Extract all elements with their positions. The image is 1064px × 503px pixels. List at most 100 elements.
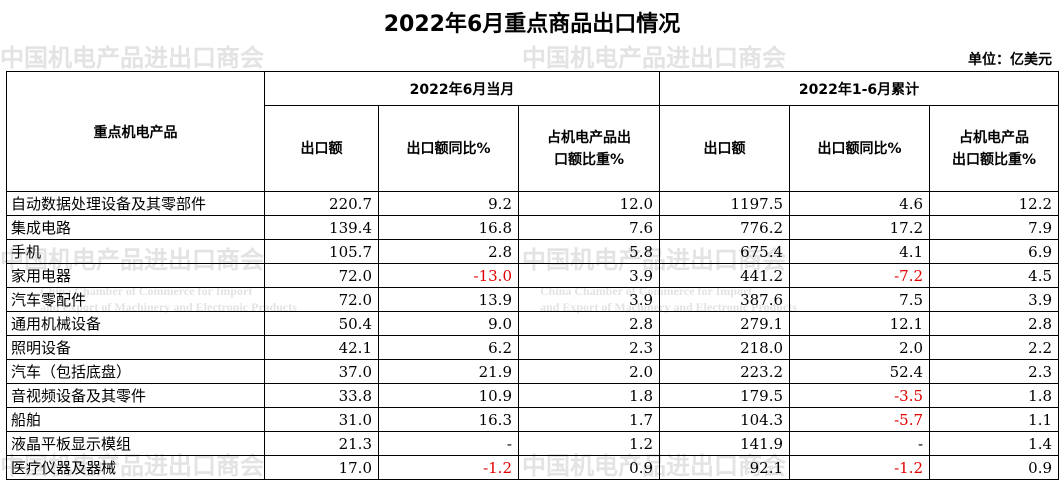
month-yoy: -13.0 [378, 263, 519, 288]
month-share: 3.9 [517, 263, 661, 288]
month-export: 72.0 [264, 263, 379, 288]
month-share: 7.6 [517, 215, 661, 240]
month-yoy: 9.0 [378, 311, 519, 336]
col-header-yoy: 出口额同比% [789, 105, 931, 192]
table-row: 音视频设备及其零件 33.8 10.9 1.8 179.5 -3.5 1.8 [6, 383, 1060, 408]
table-row: 通用机械设备 50.4 9.0 2.8 279.1 12.1 2.8 [6, 311, 1060, 336]
cum-export: 92.1 [659, 455, 791, 480]
cum-share: 12.2 [929, 191, 1060, 216]
table-row: 汽车（包括底盘） 37.0 21.9 2.0 223.2 52.4 2.3 [6, 359, 1060, 384]
cum-share: 6.9 [929, 239, 1060, 264]
product-name: 音视频设备及其零件 [6, 383, 265, 408]
month-export: 220.7 [264, 191, 379, 216]
month-yoy: 9.2 [378, 191, 519, 216]
cum-yoy: 12.1 [789, 311, 931, 336]
cum-export: 387.6 [659, 287, 791, 312]
cum-share: 2.2 [929, 335, 1060, 360]
month-share: 2.3 [517, 335, 661, 360]
col-header-export: 出口额 [659, 105, 791, 192]
month-yoy: 2.8 [378, 239, 519, 264]
cum-export: 223.2 [659, 359, 791, 384]
table-row: 汽车零配件 72.0 13.9 3.9 387.6 7.5 3.9 [6, 287, 1060, 312]
month-yoy: 6.2 [378, 335, 519, 360]
month-export: 139.4 [264, 215, 379, 240]
page-title: 2022年6月重点商品出口情况 [383, 12, 681, 37]
group-header-month: 2022年6月当月 [263, 71, 661, 106]
cum-share: 3.9 [929, 287, 1060, 312]
month-share: 2.0 [517, 359, 661, 384]
month-yoy: 13.9 [378, 287, 519, 312]
cum-share: 2.3 [929, 359, 1060, 384]
month-yoy: 16.8 [378, 215, 519, 240]
cum-export: 776.2 [659, 215, 791, 240]
month-share: 1.8 [517, 383, 661, 408]
cum-export: 218.0 [659, 335, 791, 360]
month-yoy: 16.3 [378, 407, 519, 432]
month-yoy: 10.9 [378, 383, 519, 408]
table-row: 液晶平板显示模组 21.3 - 1.2 141.9 - 1.4 [6, 431, 1060, 456]
cum-share: 2.8 [929, 311, 1060, 336]
month-export: 42.1 [264, 335, 379, 360]
month-share: 12.0 [517, 191, 661, 216]
product-name: 医疗仪器及器械 [6, 455, 265, 480]
cum-yoy: 2.0 [789, 335, 931, 360]
month-share: 3.9 [517, 287, 661, 312]
cum-share: 1.8 [929, 383, 1060, 408]
product-name: 集成电路 [6, 215, 265, 240]
product-name: 船舶 [6, 407, 265, 432]
month-share: 1.2 [517, 431, 661, 456]
product-name: 汽车（包括底盘） [6, 359, 265, 384]
cum-yoy: 52.4 [789, 359, 931, 384]
col-header-export: 出口额 [264, 105, 379, 192]
cum-yoy: -5.7 [789, 407, 931, 432]
table-row: 照明设备 42.1 6.2 2.3 218.0 2.0 2.2 [6, 335, 1060, 360]
month-share: 0.9 [517, 455, 661, 480]
col-header-yoy: 出口额同比% [378, 105, 519, 192]
cum-yoy: -7.2 [789, 263, 931, 288]
month-export: 105.7 [264, 239, 379, 264]
month-yoy: 21.9 [378, 359, 519, 384]
cum-export: 441.2 [659, 263, 791, 288]
cum-share: 0.9 [929, 455, 1060, 480]
product-name: 手机 [6, 239, 265, 264]
cum-yoy: 7.5 [789, 287, 931, 312]
cum-yoy: 4.6 [789, 191, 931, 216]
cum-yoy: -1.2 [789, 455, 931, 480]
cum-share: 4.5 [929, 263, 1060, 288]
table-row: 船舶 31.0 16.3 1.7 104.3 -5.7 1.1 [6, 407, 1060, 432]
product-name: 照明设备 [6, 335, 265, 360]
month-share: 2.8 [517, 311, 661, 336]
cum-export: 675.4 [659, 239, 791, 264]
product-name: 自动数据处理设备及其零部件 [6, 191, 265, 216]
table-row: 自动数据处理设备及其零部件 220.7 9.2 12.0 1197.5 4.6 … [6, 191, 1060, 216]
month-share: 1.7 [517, 407, 661, 432]
cum-yoy: - [789, 431, 931, 456]
cum-export: 104.3 [659, 407, 791, 432]
product-name: 通用机械设备 [6, 311, 265, 336]
cum-export: 179.5 [659, 383, 791, 408]
table-row: 家用电器 72.0 -13.0 3.9 441.2 -7.2 4.5 [6, 263, 1060, 288]
month-export: 50.4 [264, 311, 379, 336]
month-export: 33.8 [264, 383, 379, 408]
watermark-text: 中国机电产品进出口商会 [522, 44, 786, 72]
month-export: 31.0 [264, 407, 379, 432]
product-name: 汽车零配件 [6, 287, 265, 312]
cum-export: 279.1 [659, 311, 791, 336]
col-header-share: 占机电产品出口额比重% [929, 105, 1060, 192]
col-header-share: 占机电产品出口额比重% [517, 105, 661, 192]
month-export: 37.0 [264, 359, 379, 384]
product-name: 液晶平板显示模组 [6, 431, 265, 456]
month-yoy: - [378, 431, 519, 456]
cum-share: 7.9 [929, 215, 1060, 240]
export-table: 重点机电产品 2022年6月当月 2022年1-6月累计 出口额 出口额同比% … [6, 71, 1060, 480]
cum-yoy: -3.5 [789, 383, 931, 408]
month-yoy: -1.2 [378, 455, 519, 480]
month-export: 21.3 [264, 431, 379, 456]
month-export: 17.0 [264, 455, 379, 480]
cum-share: 1.1 [929, 407, 1060, 432]
cum-export: 141.9 [659, 431, 791, 456]
cum-export: 1197.5 [659, 191, 791, 216]
cum-share: 1.4 [929, 431, 1060, 456]
table-row: 医疗仪器及器械 17.0 -1.2 0.9 92.1 -1.2 0.9 [6, 455, 1060, 480]
group-header-cumulative: 2022年1-6月累计 [659, 71, 1060, 106]
